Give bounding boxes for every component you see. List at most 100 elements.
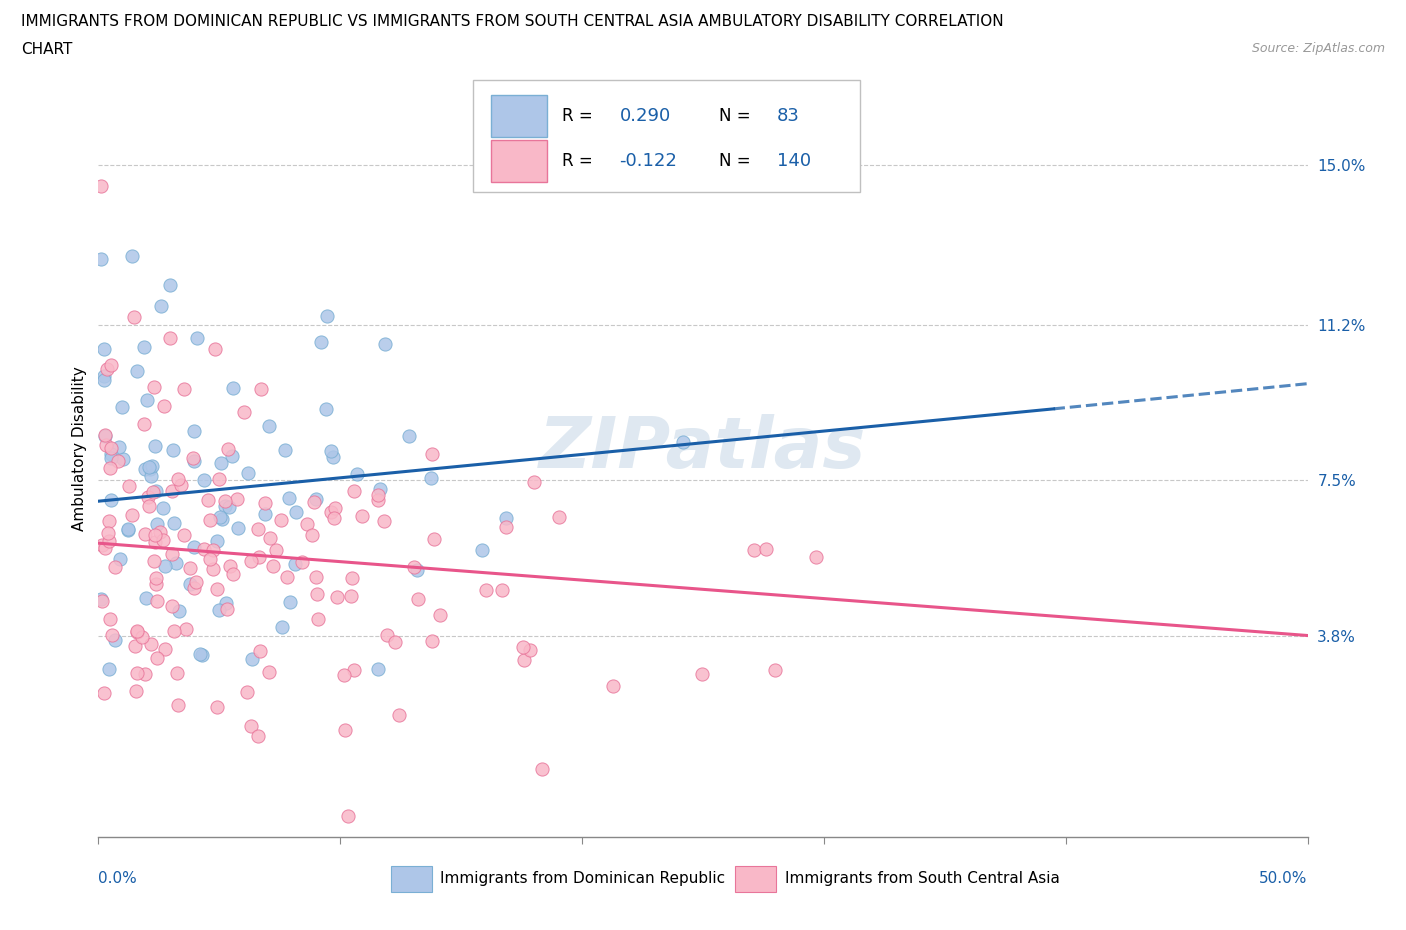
Point <box>100 446 122 461</box>
Point <box>96 362 118 377</box>
Point <box>135 591 157 605</box>
Point <box>152 533 174 548</box>
Point <box>374 336 396 351</box>
Point <box>419 472 441 486</box>
Point <box>138 459 160 474</box>
Point <box>143 380 166 395</box>
Text: -0.122: -0.122 <box>620 153 678 170</box>
Point <box>134 667 156 682</box>
Text: R =: R = <box>561 153 598 170</box>
Point <box>193 541 215 556</box>
Point <box>301 528 323 543</box>
Point <box>690 667 713 682</box>
Point <box>121 248 143 263</box>
Point <box>226 521 249 536</box>
Point <box>405 563 427 578</box>
Point <box>404 560 426 575</box>
Point <box>367 661 389 676</box>
Point <box>232 405 254 419</box>
Point <box>201 543 224 558</box>
Point <box>319 444 342 458</box>
Point <box>343 662 366 677</box>
Point <box>302 495 325 510</box>
Point <box>208 472 231 486</box>
Point <box>166 666 188 681</box>
Point <box>205 533 228 548</box>
Point <box>93 368 115 383</box>
Point <box>305 570 328 585</box>
Point <box>98 460 121 475</box>
Text: Source: ZipAtlas.com: Source: ZipAtlas.com <box>1251 42 1385 55</box>
Point <box>111 400 134 415</box>
Point <box>208 510 231 525</box>
Point <box>124 639 146 654</box>
Point <box>127 624 149 639</box>
Point <box>215 602 238 617</box>
Point <box>149 299 172 313</box>
Point <box>93 373 115 388</box>
Point <box>153 642 176 657</box>
Point <box>143 439 166 454</box>
Point <box>218 559 240 574</box>
Text: ZIPatlas: ZIPatlas <box>540 414 866 484</box>
Point <box>240 718 263 733</box>
Point <box>253 496 276 511</box>
Point <box>305 587 328 602</box>
Point <box>337 808 360 823</box>
Point <box>214 498 236 513</box>
Point <box>90 593 112 608</box>
Y-axis label: Ambulatory Disability: Ambulatory Disability <box>72 366 87 531</box>
Point <box>191 648 214 663</box>
Point <box>107 454 129 469</box>
Point <box>471 543 494 558</box>
Point <box>309 335 332 350</box>
Point <box>193 472 215 487</box>
Point <box>420 446 443 461</box>
Point <box>278 595 301 610</box>
Point <box>202 562 225 577</box>
Point <box>132 417 155 432</box>
Point <box>138 499 160 514</box>
Point <box>142 485 165 499</box>
Point <box>112 451 135 466</box>
Point <box>162 443 184 458</box>
Point <box>160 484 183 498</box>
Point <box>307 612 329 627</box>
Point <box>322 449 344 464</box>
Point <box>184 575 207 590</box>
Point <box>367 488 389 503</box>
Point <box>205 699 228 714</box>
Text: N =: N = <box>718 107 755 126</box>
Point <box>352 509 374 524</box>
Point <box>90 252 112 267</box>
Point <box>141 458 163 473</box>
Point <box>271 620 294 635</box>
Text: Immigrants from Dominican Republic: Immigrants from Dominican Republic <box>440 871 725 886</box>
Point <box>325 500 347 515</box>
Text: 50.0%: 50.0% <box>1260 871 1308 886</box>
Point <box>90 591 112 606</box>
Point <box>183 423 205 438</box>
Point <box>159 331 181 346</box>
Point <box>247 550 270 565</box>
Point <box>174 621 197 636</box>
Point <box>319 505 342 520</box>
Point <box>235 684 257 699</box>
Point <box>547 509 569 524</box>
Point <box>197 493 219 508</box>
Point <box>495 520 517 535</box>
Point <box>183 453 205 468</box>
Point <box>602 678 624 693</box>
Point <box>259 664 281 679</box>
Text: N =: N = <box>718 153 755 170</box>
Point <box>118 478 141 493</box>
Text: IMMIGRANTS FROM DOMINICAN REPUBLIC VS IMMIGRANTS FROM SOUTH CENTRAL ASIA AMBULAT: IMMIGRANTS FROM DOMINICAN REPUBLIC VS IM… <box>21 14 1004 29</box>
Point <box>169 604 191 618</box>
Point <box>323 511 346 525</box>
Point <box>101 628 124 643</box>
Point <box>377 628 399 643</box>
Point <box>218 499 240 514</box>
Point <box>98 661 121 676</box>
Point <box>222 567 245 582</box>
Text: 83: 83 <box>776 107 800 126</box>
